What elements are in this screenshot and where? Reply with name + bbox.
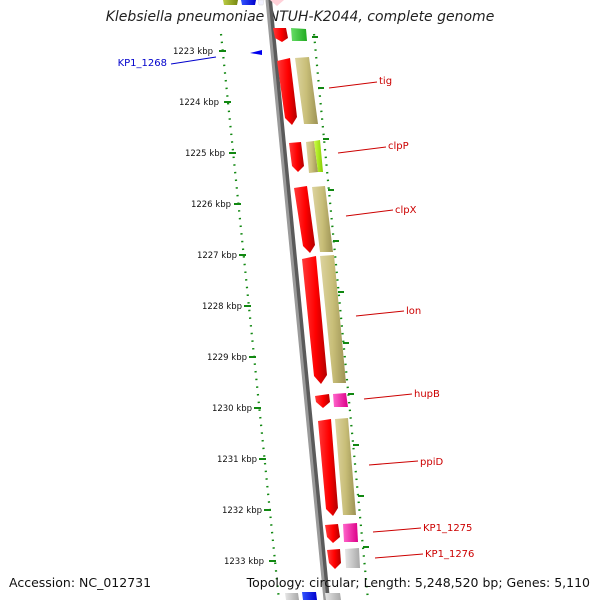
tick-label-1223: 1223 kbp bbox=[173, 47, 213, 57]
feature-bottom-grey[interactable] bbox=[285, 593, 299, 600]
tick-label-1224: 1224 kbp bbox=[179, 98, 219, 108]
accession-text: Accession: NC_012731 bbox=[9, 575, 152, 590]
gene-clpp-green[interactable] bbox=[314, 140, 323, 172]
backbone-shadow bbox=[266, 0, 330, 600]
gene-kp1-1275-arrow[interactable] bbox=[325, 524, 340, 543]
gene-ppid-cds[interactable] bbox=[335, 418, 356, 515]
gene-clpx-cds[interactable] bbox=[312, 186, 333, 252]
tick-label-1226: 1226 kbp bbox=[191, 200, 231, 210]
gene-tig-arrow[interactable] bbox=[277, 58, 297, 125]
feature-bottom-grey-2[interactable] bbox=[325, 593, 341, 600]
gene-lon-cds[interactable] bbox=[320, 255, 346, 383]
gene-label-ppid[interactable]: ppiD bbox=[420, 457, 443, 468]
gene-label-tig[interactable]: tig bbox=[379, 76, 392, 87]
gene-label-lon[interactable]: lon bbox=[406, 306, 421, 317]
gene-ppid-arrow[interactable] bbox=[318, 419, 338, 516]
gene-kp1-1276-arrow[interactable] bbox=[327, 549, 341, 569]
gene-hupb-cds[interactable] bbox=[333, 393, 348, 407]
feature-top-pink-tip bbox=[270, 0, 284, 6]
backbone bbox=[265, 0, 327, 600]
gene-label-kp1-1275[interactable]: KP1_1275 bbox=[423, 523, 472, 534]
gene-kp1-1275-cds[interactable] bbox=[343, 523, 358, 542]
feature-bottom-blue[interactable] bbox=[302, 592, 317, 600]
feature-top-red[interactable] bbox=[273, 28, 288, 42]
coordinate-ticks: 1223 kbp 1224 kbp 1225 kbp 1226 kbp 1227… bbox=[173, 47, 264, 567]
tick-label-1227: 1227 kbp bbox=[197, 251, 237, 261]
gene-clpp-cds[interactable] bbox=[306, 141, 318, 173]
gene-label-kp1-1268[interactable]: KP1_1268 bbox=[118, 58, 167, 69]
inner-tick-marks bbox=[219, 50, 276, 562]
gene-clpp-arrow[interactable] bbox=[289, 142, 304, 172]
tick-label-1233: 1233 kbp bbox=[224, 557, 264, 567]
genome-summary-text: Topology: circular; Length: 5,248,520 bp… bbox=[246, 575, 590, 590]
gene-hupb-arrow[interactable] bbox=[315, 394, 330, 408]
outer-tick-marks bbox=[312, 36, 369, 548]
feature-top-white[interactable] bbox=[257, 0, 265, 6]
tick-label-1230: 1230 kbp bbox=[212, 404, 252, 414]
tick-label-1231: 1231 kbp bbox=[217, 455, 257, 465]
gene-clpx-arrow[interactable] bbox=[294, 186, 315, 253]
feature-top-blue[interactable] bbox=[241, 0, 256, 5]
gene-label-clpx[interactable]: clpX bbox=[395, 205, 417, 216]
feature-top-olive[interactable] bbox=[223, 0, 238, 5]
gene-tig-cds[interactable] bbox=[295, 57, 318, 124]
outer-dotted-track bbox=[312, 33, 370, 600]
gene-kp1-1276-cds[interactable] bbox=[345, 548, 360, 568]
feature-top-green[interactable] bbox=[291, 28, 307, 41]
gene-label-hupb[interactable]: hupB bbox=[414, 389, 440, 400]
tick-label-1229: 1229 kbp bbox=[207, 353, 247, 363]
tick-label-1232: 1232 kbp bbox=[222, 506, 262, 516]
tick-label-1225: 1225 kbp bbox=[185, 149, 225, 159]
label-leaders bbox=[170, 56, 424, 559]
tick-label-1228: 1228 kbp bbox=[202, 302, 242, 312]
gene-lon-arrow[interactable] bbox=[302, 256, 327, 384]
gene-label-kp1-1276[interactable]: KP1_1276 bbox=[425, 549, 474, 560]
gene-kp1-1268-arrow[interactable] bbox=[250, 50, 262, 55]
gene-labels: KP1_1268 tig clpP clpX lon hupB ppiD KP1… bbox=[118, 58, 475, 560]
map-title: Klebsiella pneumoniae NTUH-K2044, comple… bbox=[105, 9, 495, 25]
gene-label-clpp[interactable]: clpP bbox=[388, 141, 409, 152]
